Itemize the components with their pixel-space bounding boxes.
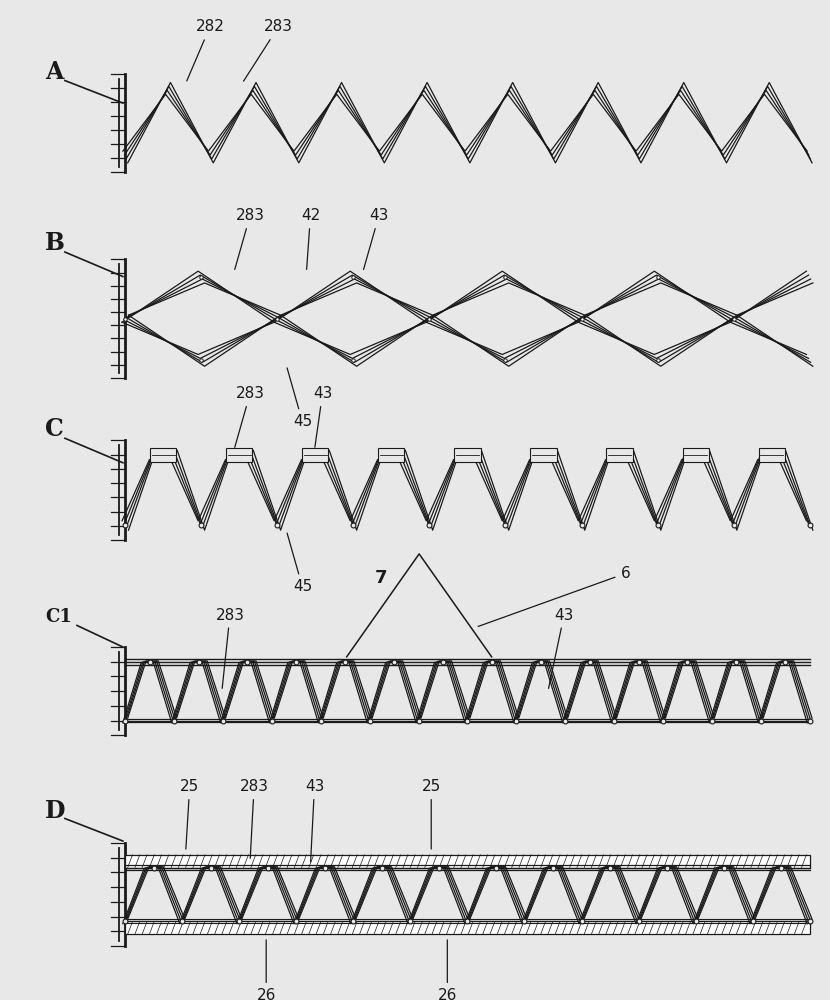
- Text: 45: 45: [287, 533, 312, 594]
- Text: B: B: [45, 231, 65, 255]
- Text: C1: C1: [45, 608, 71, 626]
- Text: 7: 7: [374, 569, 400, 587]
- Bar: [759, 448, 784, 462]
- Text: 282: 282: [187, 19, 224, 81]
- Text: 26: 26: [437, 940, 457, 1000]
- Text: C: C: [45, 417, 64, 441]
- Bar: [125, 855, 809, 867]
- Text: 25: 25: [180, 779, 199, 849]
- Text: 6: 6: [478, 566, 630, 626]
- Bar: [682, 448, 709, 462]
- Bar: [227, 448, 252, 462]
- Bar: [150, 448, 176, 462]
- Text: 283: 283: [235, 208, 265, 269]
- Text: 45: 45: [287, 368, 312, 429]
- Bar: [530, 448, 557, 462]
- Text: 25: 25: [422, 779, 441, 849]
- Bar: [125, 921, 809, 934]
- Text: 43: 43: [313, 386, 332, 447]
- Text: A: A: [45, 60, 63, 84]
- Text: 43: 43: [305, 779, 325, 862]
- Text: 283: 283: [243, 19, 293, 81]
- Text: D: D: [45, 799, 66, 823]
- Bar: [378, 448, 404, 462]
- Text: 42: 42: [300, 208, 320, 269]
- Text: 26: 26: [256, 940, 276, 1000]
- Text: 283: 283: [216, 607, 245, 688]
- Bar: [302, 448, 329, 462]
- Bar: [607, 448, 632, 462]
- Text: 283: 283: [240, 779, 269, 858]
- Text: 43: 43: [549, 607, 574, 688]
- Text: 283: 283: [235, 386, 265, 447]
- Bar: [454, 448, 481, 462]
- Text: 43: 43: [364, 208, 388, 269]
